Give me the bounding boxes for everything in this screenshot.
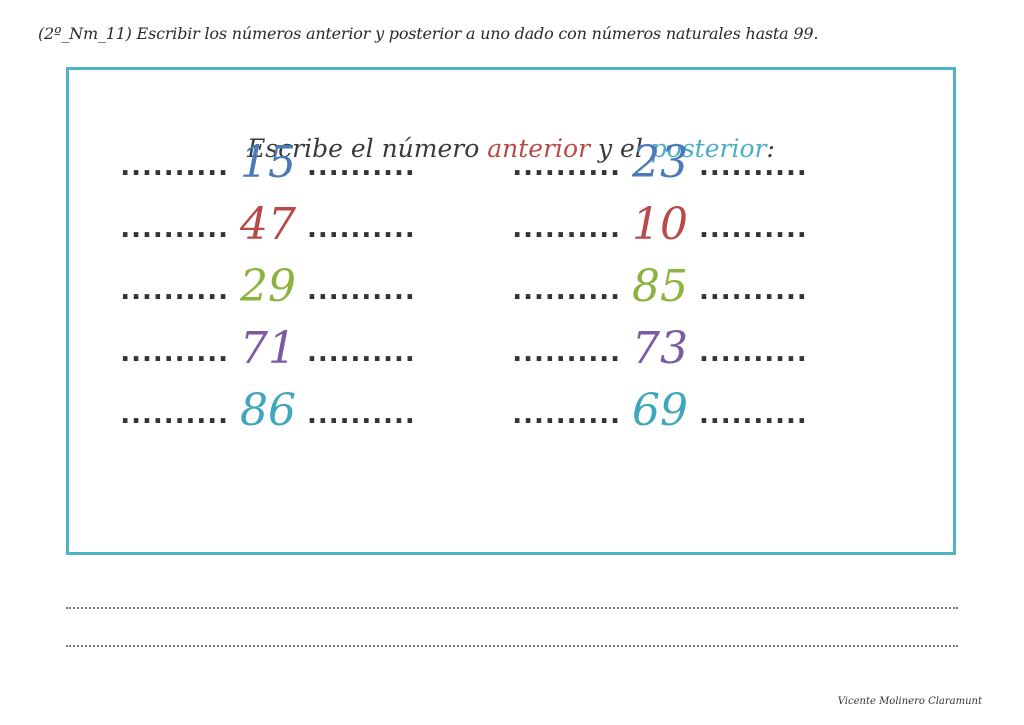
exercise-row: .......... 47.......... [118, 194, 418, 256]
title-text-1: Escribe el número [247, 134, 488, 163]
title-text-3: : [766, 134, 775, 163]
given-number: 10 [632, 199, 688, 250]
blank-after[interactable]: .......... [699, 400, 808, 430]
worksheet-header: (2º_Nm_11) Escribir los números anterior… [38, 24, 819, 43]
exercise-row: .......... 71.......... [118, 318, 418, 380]
exercise-row: .......... 10.......... [510, 194, 810, 256]
blank-after[interactable]: .......... [699, 214, 808, 244]
right-column: .......... 23.......... .......... 10.....… [510, 132, 810, 442]
blank-before[interactable]: .......... [120, 152, 229, 182]
blank-after[interactable]: .......... [699, 152, 808, 182]
blank-after[interactable]: .......... [699, 338, 808, 368]
exercise-frame: Escribe el número anterior y el posterio… [66, 67, 956, 555]
blank-after[interactable]: .......... [307, 214, 416, 244]
left-column: .......... 15.......... .......... 47.....… [118, 132, 418, 442]
given-number: 69 [632, 385, 688, 436]
given-number: 15 [240, 137, 296, 188]
blank-after[interactable]: .......... [307, 338, 416, 368]
blank-before[interactable]: .......... [512, 338, 621, 368]
blank-before[interactable]: .......... [512, 400, 621, 430]
exercise-row: .......... 85.......... [510, 256, 810, 318]
given-number: 86 [240, 385, 296, 436]
answer-line[interactable] [66, 645, 958, 647]
blank-after[interactable]: .......... [307, 276, 416, 306]
title-text-2: y el [590, 134, 651, 163]
exercise-row: .......... 86.......... [118, 380, 418, 442]
exercise-row: .......... 23.......... [510, 132, 810, 194]
given-number: 47 [240, 199, 296, 250]
title-word-anterior: anterior [487, 134, 591, 163]
exercise-row: .......... 15.......... [118, 132, 418, 194]
given-number: 85 [632, 261, 688, 312]
blank-before[interactable]: .......... [512, 214, 621, 244]
title-word-posterior: posterior [650, 134, 767, 163]
exercise-row: .......... 29.......... [118, 256, 418, 318]
blank-before[interactable]: .......... [512, 276, 621, 306]
given-number: 23 [632, 137, 688, 188]
blank-before[interactable]: .......... [512, 152, 621, 182]
blank-after[interactable]: .......... [699, 276, 808, 306]
blank-before[interactable]: .......... [120, 400, 229, 430]
given-number: 73 [632, 323, 688, 374]
exercise-row: .......... 73.......... [510, 318, 810, 380]
exercise-title: Escribe el número anterior y el posterio… [69, 134, 953, 163]
given-number: 29 [240, 261, 296, 312]
exercise-row: .......... 69.......... [510, 380, 810, 442]
blank-before[interactable]: .......... [120, 214, 229, 244]
blank-before[interactable]: .......... [120, 276, 229, 306]
answer-line[interactable] [66, 607, 958, 609]
blank-before[interactable]: .......... [120, 338, 229, 368]
author-credit: Vicente Molinero Claramunt [837, 696, 982, 707]
blank-after[interactable]: .......... [307, 152, 416, 182]
blank-after[interactable]: .......... [307, 400, 416, 430]
given-number: 71 [240, 323, 296, 374]
